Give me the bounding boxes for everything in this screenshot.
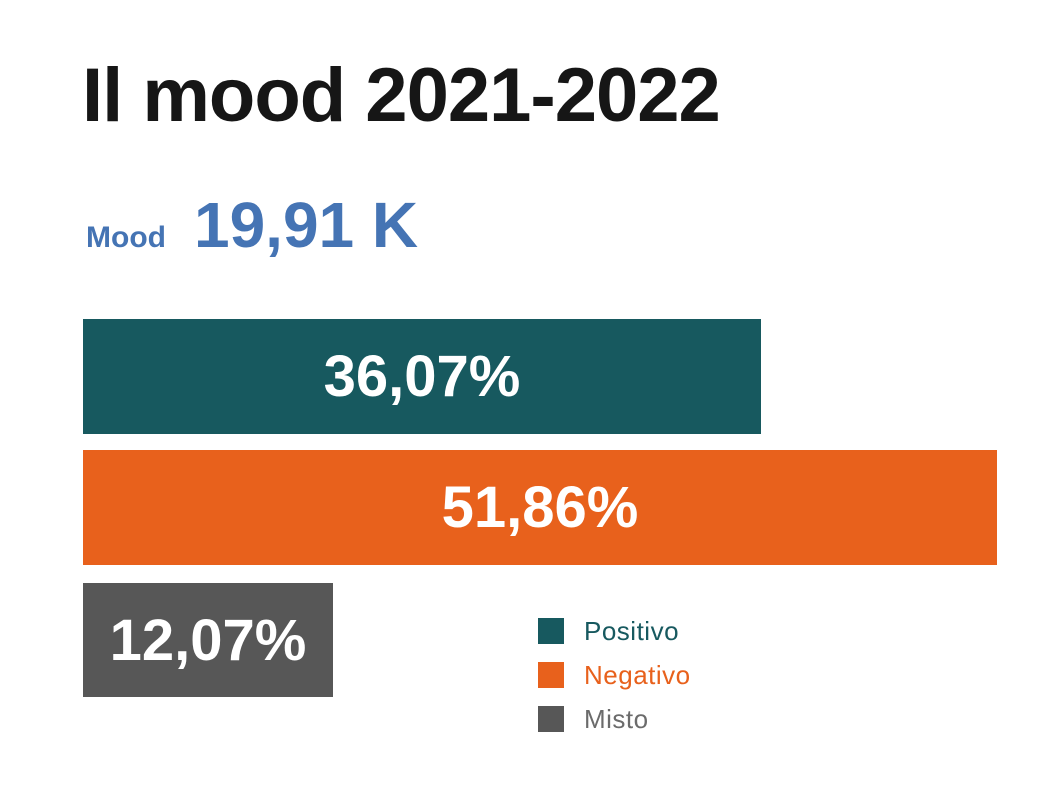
bar-misto: 12,07% <box>83 583 333 697</box>
legend-item-positivo: Positivo <box>538 615 691 646</box>
bar-misto-value-label: 12,07% <box>109 607 307 673</box>
legend-item-misto: Misto <box>538 703 691 734</box>
legend-label-positivo: Positivo <box>584 615 680 646</box>
legend-label-negativo: Negativo <box>584 659 691 690</box>
legend-swatch-misto <box>538 706 564 732</box>
chart-legend: Positivo Negativo Misto <box>538 615 691 750</box>
mood-total: Mood 19,91 K <box>86 188 418 262</box>
mood-total-value: 19,91 K <box>193 189 419 261</box>
page-title: Il mood 2021-2022 <box>82 53 721 138</box>
legend-item-negativo: Negativo <box>538 659 691 690</box>
bar-negativo-value-label: 51,86% <box>441 475 639 540</box>
legend-swatch-positivo <box>538 618 564 644</box>
legend-label-misto: Misto <box>584 703 649 734</box>
mood-total-label: Mood <box>86 221 166 254</box>
legend-swatch-negativo <box>538 662 564 688</box>
bar-positivo-value-label: 36,07% <box>323 344 521 409</box>
bar-negativo: 51,86% <box>83 450 997 565</box>
mood-bar-chart: 36,07% 51,86% 12,07% <box>83 319 997 697</box>
bar-positivo: 36,07% <box>83 319 761 434</box>
